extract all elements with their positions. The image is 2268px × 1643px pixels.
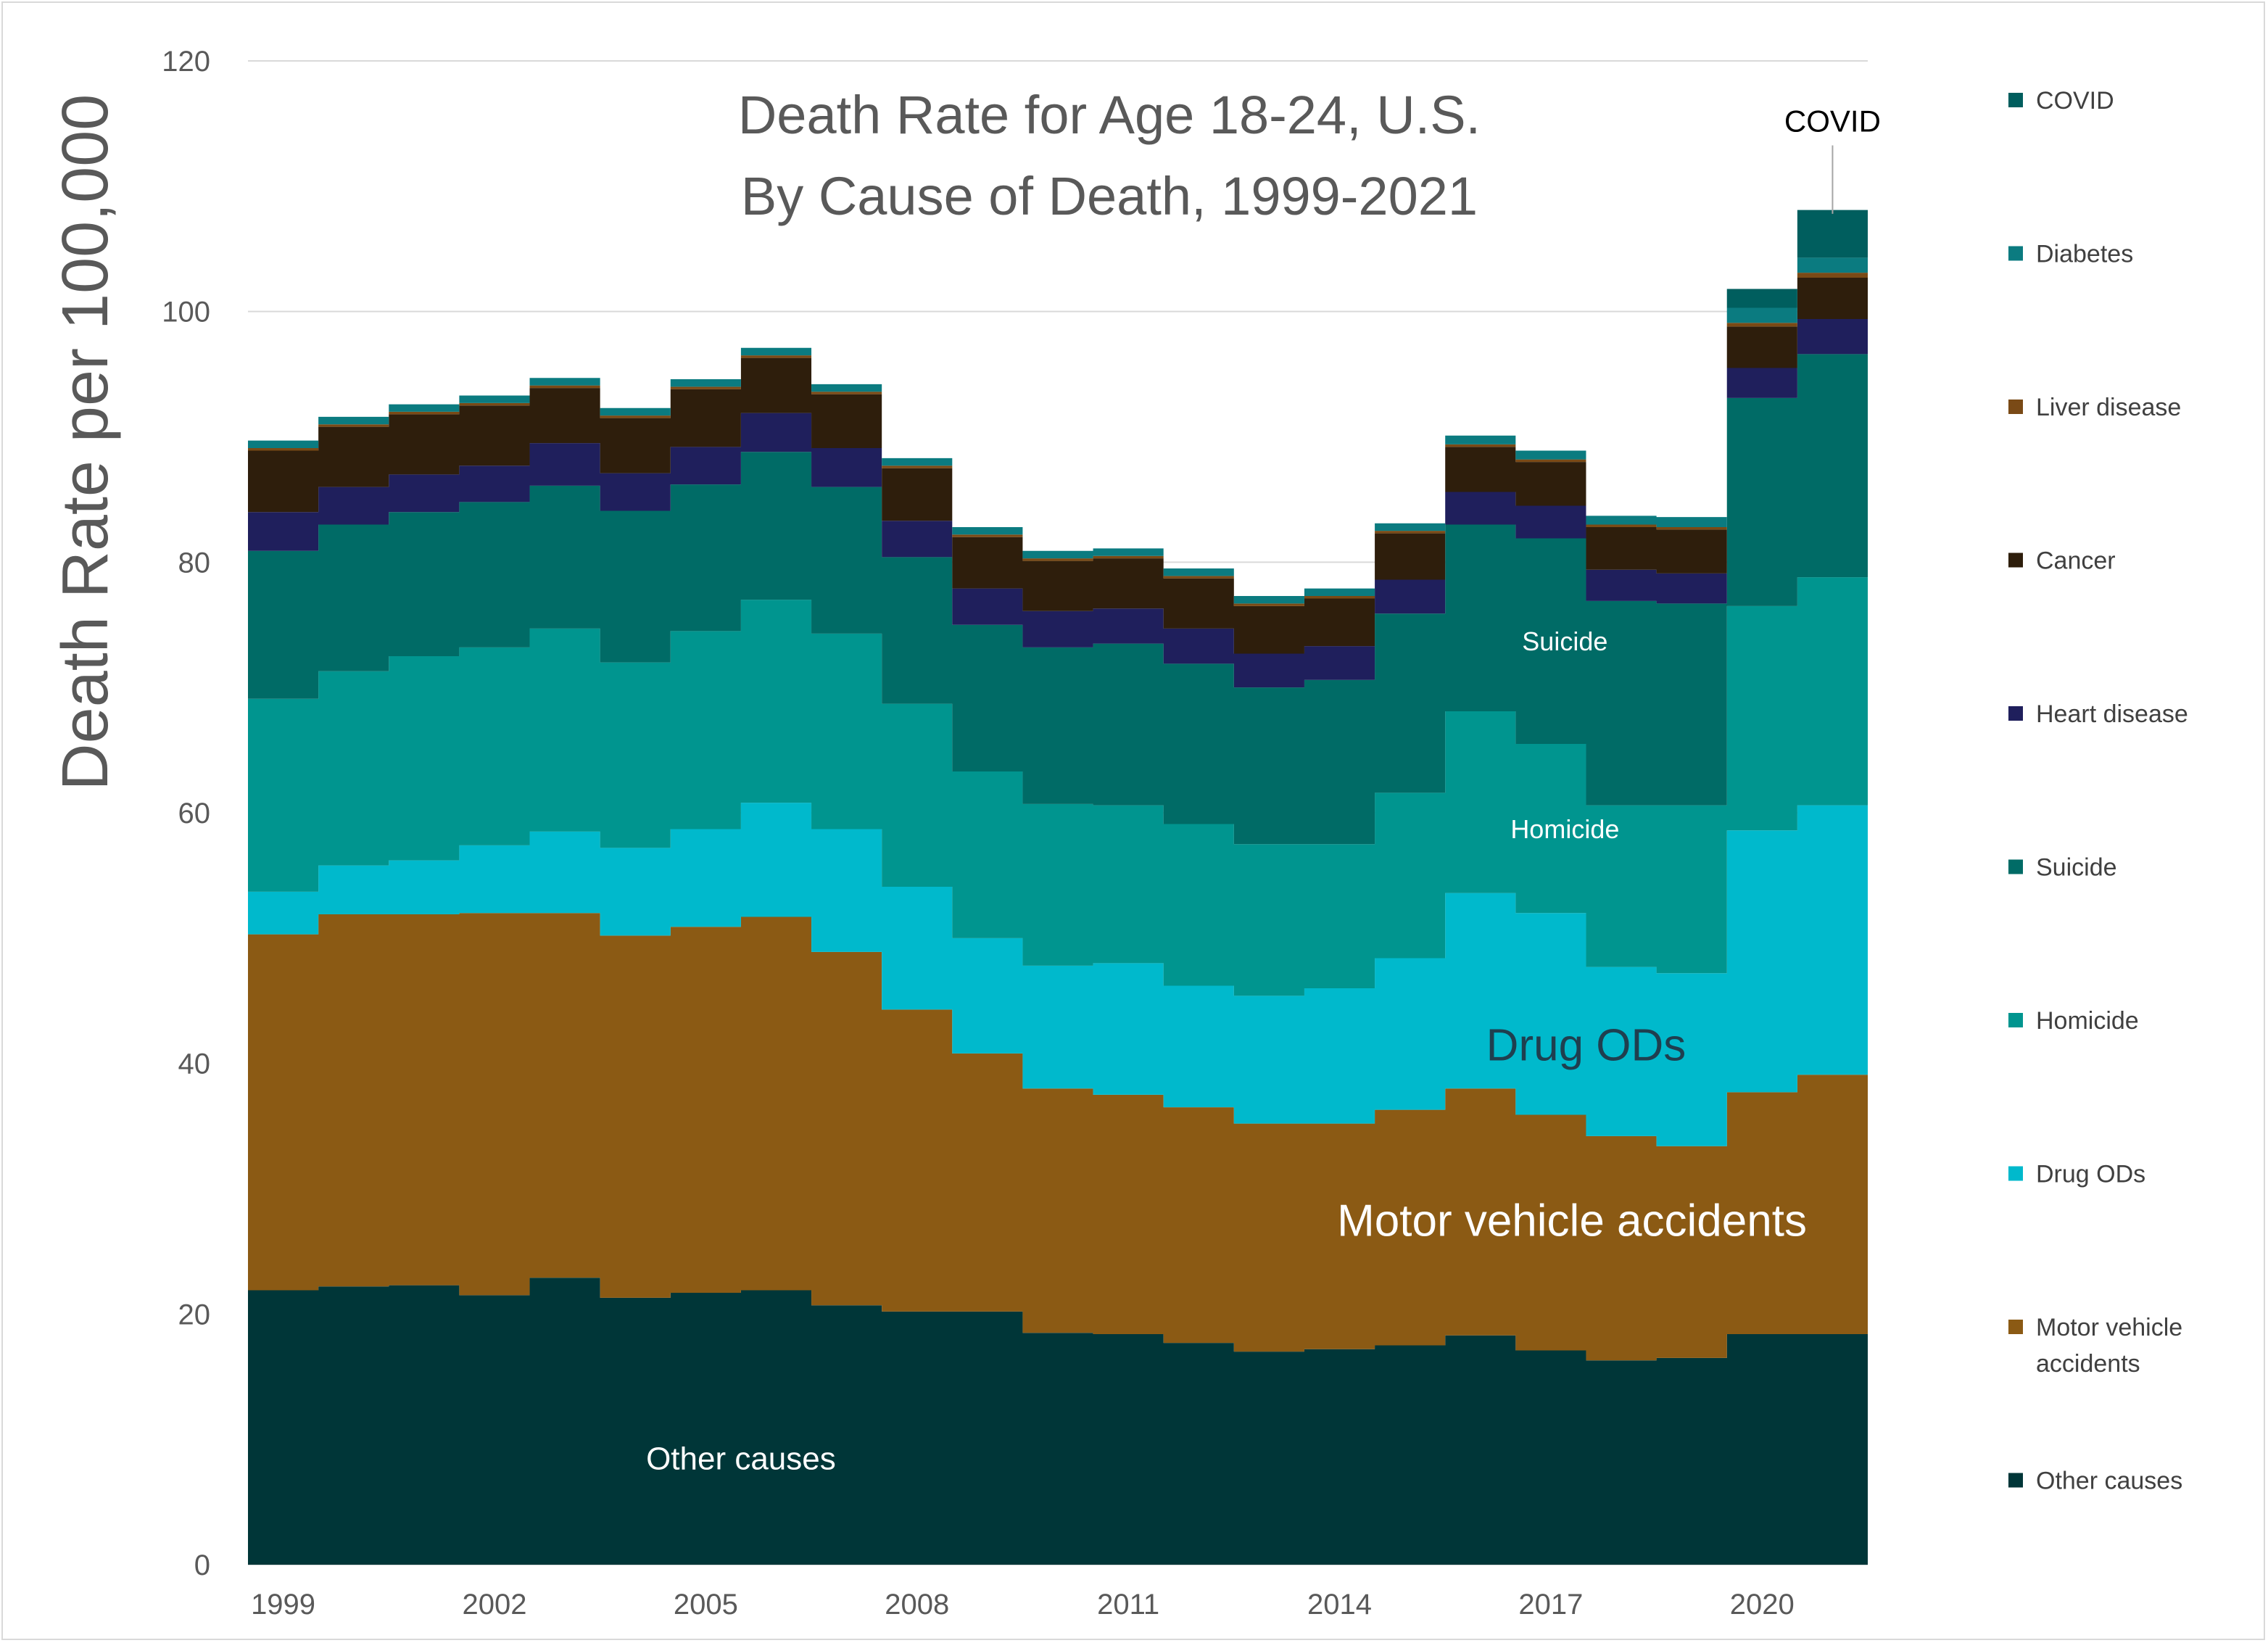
legend-swatch-homicide bbox=[2008, 1013, 2023, 1027]
legend-item-cancer: Cancer bbox=[2008, 547, 2116, 575]
x-axis-ticks: 1999 2002 2005 2008 2011 2014 2017 2020 bbox=[251, 1589, 1795, 1621]
annotations: Other causes Motor vehicle accidents Drug … bbox=[646, 104, 1881, 1477]
x-tick-label-2005: 2005 bbox=[674, 1589, 738, 1621]
legend-swatch-heart-disease bbox=[2008, 706, 2023, 721]
x-tick-label-2008: 2008 bbox=[885, 1589, 949, 1621]
area-homicide bbox=[248, 577, 1868, 996]
annotation-drug-ods: Drug ODs bbox=[1486, 1020, 1686, 1070]
legend-label-covid: COVID bbox=[2036, 87, 2114, 115]
legend: COVID Diabetes Liver disease Cancer Heart di… bbox=[2008, 87, 2188, 1495]
x-tick-label-2017: 2017 bbox=[1518, 1589, 1583, 1621]
annotation-suicide: Suicide bbox=[1522, 626, 1607, 656]
legend-item-other-causes: Other causes bbox=[2008, 1468, 2182, 1495]
legend-label-motor-vehicle-accidents: Motor vehicle accidents bbox=[2036, 1314, 2182, 1378]
legend-swatch-diabetes bbox=[2008, 246, 2023, 261]
chart-title: Death Rate for Age 18-24, U.S. bbox=[738, 85, 1481, 145]
stacked-areas bbox=[248, 210, 1868, 1565]
y-tick-label-120: 120 bbox=[162, 46, 210, 78]
legend-swatch-other-causes bbox=[2008, 1473, 2023, 1488]
legend-item-diabetes: Diabetes bbox=[2008, 241, 2133, 268]
annotation-homicide: Homicide bbox=[1510, 814, 1619, 844]
area-suicide bbox=[248, 354, 1868, 845]
area-other-causes bbox=[248, 1278, 1868, 1565]
area-drug-ods bbox=[248, 803, 1868, 1146]
y-axis-label: Death Rate per 100,000 bbox=[49, 94, 122, 791]
legend-swatch-motor-vehicle-accidents bbox=[2008, 1320, 2023, 1334]
legend-swatch-suicide bbox=[2008, 859, 2023, 874]
legend-item-suicide: Suicide bbox=[2008, 854, 2117, 882]
area-motor-vehicle-accidents bbox=[248, 913, 1868, 1361]
y-tick-label-100: 100 bbox=[162, 297, 210, 328]
legend-item-liver-disease: Liver disease bbox=[2008, 394, 2181, 421]
legend-label-cancer: Cancer bbox=[2036, 547, 2116, 575]
y-tick-label-80: 80 bbox=[178, 547, 211, 579]
legend-label-other-causes: Other causes bbox=[2036, 1468, 2182, 1495]
y-tick-label-60: 60 bbox=[178, 798, 211, 829]
legend-item-heart-disease: Heart disease bbox=[2008, 700, 2188, 728]
legend-label-liver-disease: Liver disease bbox=[2036, 394, 2181, 421]
legend-label-homicide: Homicide bbox=[2036, 1007, 2139, 1035]
y-tick-label-40: 40 bbox=[178, 1048, 211, 1080]
legend-swatch-covid bbox=[2008, 93, 2023, 107]
legend-label-suicide: Suicide bbox=[2036, 854, 2117, 882]
legend-label-diabetes: Diabetes bbox=[2036, 241, 2133, 268]
legend-label-heart-disease: Heart disease bbox=[2036, 700, 2188, 728]
y-tick-label-0: 0 bbox=[194, 1549, 210, 1581]
x-tick-label-2020: 2020 bbox=[1730, 1589, 1795, 1621]
legend-swatch-cancer bbox=[2008, 553, 2023, 568]
area-heart-disease bbox=[248, 319, 1868, 688]
x-tick-label-2011: 2011 bbox=[1097, 1589, 1159, 1621]
legend-label-drug-ods: Drug ODs bbox=[2036, 1161, 2145, 1188]
x-tick-label-2014: 2014 bbox=[1307, 1589, 1372, 1621]
area-cancer bbox=[248, 278, 1868, 654]
annotation-motor-vehicle-accidents: Motor vehicle accidents bbox=[1337, 1196, 1807, 1246]
legend-swatch-liver-disease bbox=[2008, 400, 2023, 414]
legend-item-drug-ods: Drug ODs bbox=[2008, 1161, 2145, 1188]
x-tick-label-2002: 2002 bbox=[462, 1589, 526, 1621]
annotation-covid: COVID bbox=[1784, 104, 1881, 138]
legend-item-motor-vehicle-accidents: Motor vehicle accidents bbox=[2008, 1314, 2182, 1378]
chart-subtitle: By Cause of Death, 1999-2021 bbox=[741, 166, 1478, 226]
legend-item-covid: COVID bbox=[2008, 87, 2114, 115]
legend-item-homicide: Homicide bbox=[2008, 1007, 2139, 1035]
y-axis-ticks: 0 20 40 60 80 100 120 bbox=[162, 46, 210, 1581]
legend-swatch-drug-ods bbox=[2008, 1166, 2023, 1181]
annotation-other-causes: Other causes bbox=[646, 1441, 836, 1476]
x-tick-label-1999: 1999 bbox=[251, 1589, 315, 1621]
y-tick-label-20: 20 bbox=[178, 1299, 211, 1330]
